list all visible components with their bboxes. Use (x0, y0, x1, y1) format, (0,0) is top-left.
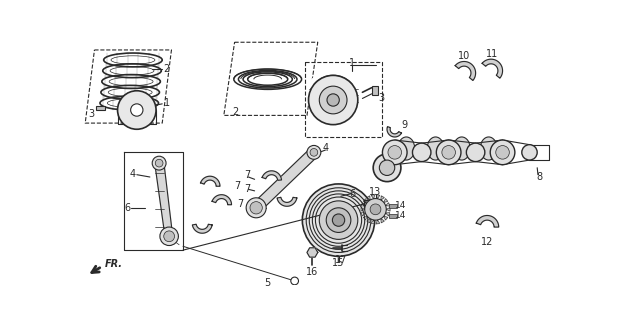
Polygon shape (376, 220, 379, 224)
Text: 7: 7 (244, 171, 250, 180)
Bar (96, 106, 105, 110)
Text: 4: 4 (130, 169, 136, 179)
Polygon shape (381, 196, 384, 200)
Ellipse shape (398, 137, 415, 160)
Polygon shape (363, 216, 367, 220)
Ellipse shape (427, 137, 444, 160)
Bar (304, 61, 382, 137)
Polygon shape (307, 248, 317, 257)
Circle shape (118, 91, 156, 129)
Circle shape (307, 145, 321, 159)
Polygon shape (386, 203, 390, 206)
Polygon shape (386, 213, 390, 216)
Circle shape (365, 198, 386, 220)
Polygon shape (371, 195, 374, 199)
Circle shape (442, 146, 456, 159)
Text: 7: 7 (237, 199, 244, 209)
Text: 2: 2 (232, 107, 239, 116)
Polygon shape (386, 208, 390, 211)
Polygon shape (381, 219, 384, 223)
Circle shape (152, 156, 166, 170)
Text: 14: 14 (395, 211, 407, 220)
Text: 12: 12 (481, 237, 494, 247)
Text: 11: 11 (487, 49, 498, 59)
Polygon shape (364, 200, 381, 209)
Circle shape (388, 146, 402, 159)
Circle shape (250, 202, 262, 214)
Circle shape (490, 140, 515, 165)
Text: 6: 6 (125, 203, 131, 213)
Circle shape (310, 148, 317, 156)
Polygon shape (212, 195, 231, 205)
Polygon shape (192, 224, 212, 233)
Text: 14: 14 (395, 201, 407, 210)
Polygon shape (371, 220, 374, 224)
Text: 17: 17 (335, 255, 347, 265)
Ellipse shape (480, 137, 497, 160)
Text: 4: 4 (322, 143, 329, 153)
Polygon shape (361, 208, 365, 211)
Polygon shape (455, 61, 476, 80)
Text: 3: 3 (379, 93, 385, 103)
Polygon shape (361, 213, 365, 216)
Polygon shape (363, 199, 367, 203)
Circle shape (327, 94, 339, 106)
Circle shape (319, 201, 358, 239)
Polygon shape (366, 196, 370, 200)
Text: 9: 9 (402, 120, 408, 131)
Bar (389, 214, 397, 218)
Circle shape (522, 145, 537, 160)
Text: 1: 1 (164, 98, 170, 108)
Polygon shape (366, 219, 370, 223)
Circle shape (291, 277, 298, 285)
Polygon shape (277, 197, 297, 206)
Ellipse shape (453, 137, 470, 160)
Circle shape (466, 143, 485, 162)
Circle shape (246, 198, 266, 218)
Circle shape (303, 184, 374, 256)
Polygon shape (384, 216, 388, 220)
Circle shape (319, 86, 347, 114)
Polygon shape (476, 215, 498, 227)
Circle shape (436, 140, 461, 165)
Circle shape (160, 227, 179, 245)
Text: 15: 15 (332, 258, 345, 268)
Text: 5: 5 (162, 228, 169, 238)
Circle shape (412, 143, 431, 162)
Bar (389, 204, 397, 208)
Circle shape (370, 204, 381, 215)
Circle shape (332, 214, 345, 226)
Text: 2: 2 (164, 64, 170, 74)
Polygon shape (384, 199, 388, 203)
Circle shape (383, 140, 407, 165)
Circle shape (155, 159, 163, 167)
Polygon shape (361, 203, 365, 206)
Circle shape (131, 104, 143, 116)
Text: FR.: FR. (104, 259, 123, 269)
Text: 7: 7 (244, 184, 250, 194)
Circle shape (379, 160, 395, 175)
Polygon shape (262, 171, 281, 180)
Polygon shape (482, 59, 503, 78)
Text: 13: 13 (370, 188, 382, 197)
Text: 3: 3 (88, 109, 94, 119)
Polygon shape (376, 195, 379, 199)
Text: 7: 7 (234, 181, 240, 191)
Circle shape (496, 146, 509, 159)
Text: 5: 5 (265, 278, 271, 288)
Text: 16: 16 (306, 268, 319, 277)
Text: 10: 10 (458, 51, 470, 61)
Circle shape (164, 231, 175, 242)
Polygon shape (200, 176, 220, 186)
Circle shape (309, 75, 358, 124)
Text: 1: 1 (349, 58, 355, 68)
Circle shape (326, 208, 351, 232)
Polygon shape (252, 148, 317, 212)
Text: 6: 6 (349, 189, 355, 199)
Text: 8: 8 (536, 172, 542, 182)
Polygon shape (154, 162, 173, 239)
Bar (371, 86, 378, 95)
Circle shape (373, 154, 401, 182)
Polygon shape (387, 127, 401, 137)
